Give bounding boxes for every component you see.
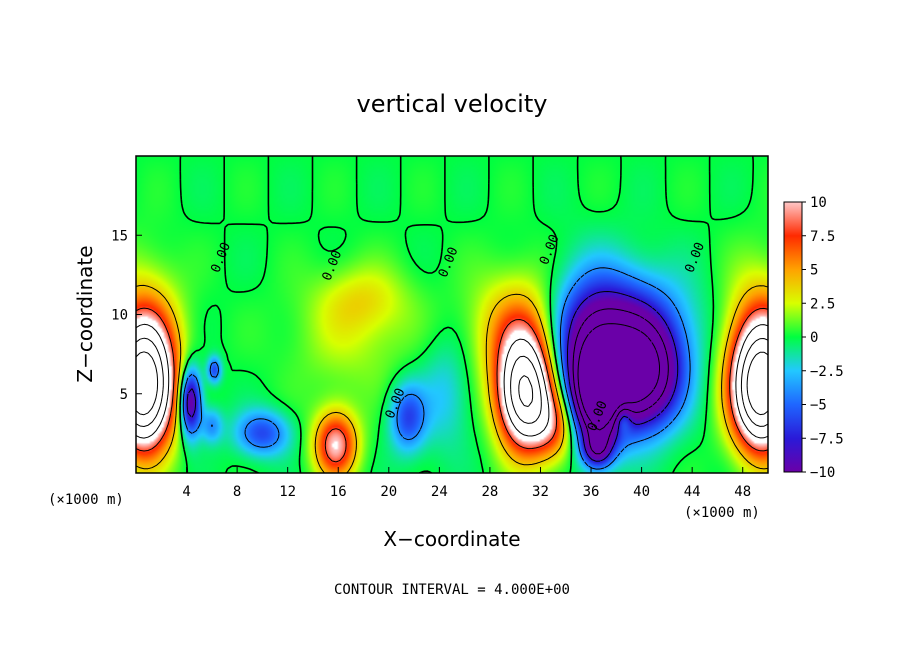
x-tick-label: 32 [532,484,549,500]
x-tick-label: 4 [182,484,190,500]
x-tick-label: 44 [684,484,701,500]
y-axis-label: Z−coordinate [73,245,97,382]
y-tick-label: 5 [120,387,128,403]
x-unit-left: (×1000 m) [48,492,124,508]
x-tick-label: 24 [431,484,448,500]
colorbar-tick-label: −7.5 [810,431,844,447]
x-axis-ticks: 4 8 12 16 20 24 28 32 36 40 44 48 [182,467,751,500]
y-tick-label: 15 [111,228,128,244]
contour-line [136,323,768,439]
x-tick-label: 36 [583,484,600,500]
x-unit-right: (×1000 m) [684,505,760,521]
x-tick-label: 16 [330,484,347,500]
x-tick-label: 12 [279,484,296,500]
contour-line [179,156,754,473]
colorbar-tick-label: 2.5 [810,296,835,312]
colorbar-tick-label: −10 [810,465,835,481]
contour-line [136,337,768,427]
y-axis-ticks: 5 10 15 [111,228,142,403]
x-tick-label: 20 [380,484,397,500]
colorbar-tick-label: 5 [810,263,818,279]
colorbar-gradient [783,201,803,473]
x-tick-label: 8 [233,484,241,500]
velocity-field-image [136,156,768,473]
colorbar-tick-label: 0 [810,330,818,346]
contour-line [572,308,669,455]
contour-line [577,323,660,431]
x-tick-label: 40 [633,484,650,500]
colorbar: 10 7.5 5 2.5 0 −2.5 −5 −7.5 −10 [783,195,844,481]
chart-title: vertical velocity [357,90,548,118]
x-tick-label: 48 [734,484,751,500]
colorbar-ticks: 10 7.5 5 2.5 0 −2.5 −5 −7.5 −10 [802,195,844,481]
contour-line [182,267,691,470]
colorbar-tick-label: −5 [810,398,827,414]
contour-line [186,291,679,462]
contour-line [136,284,768,473]
plot-area: 0.00 0.00 0.00 0.00 0.000.00 0.00 [135,155,769,474]
x-axis-label: X−coordinate [383,527,520,551]
colorbar-tick-label: −2.5 [810,364,844,380]
contour-lines [136,156,768,473]
y-tick-label: 10 [111,308,128,324]
colorbar-tick-label: 7.5 [810,229,835,245]
x-tick-label: 28 [481,484,498,500]
contour-interval-note: CONTOUR INTERVAL = 4.000E+00 [334,582,570,598]
contour-line [136,307,768,463]
contour-line [136,351,768,416]
colorbar-tick-label: 10 [810,195,827,211]
